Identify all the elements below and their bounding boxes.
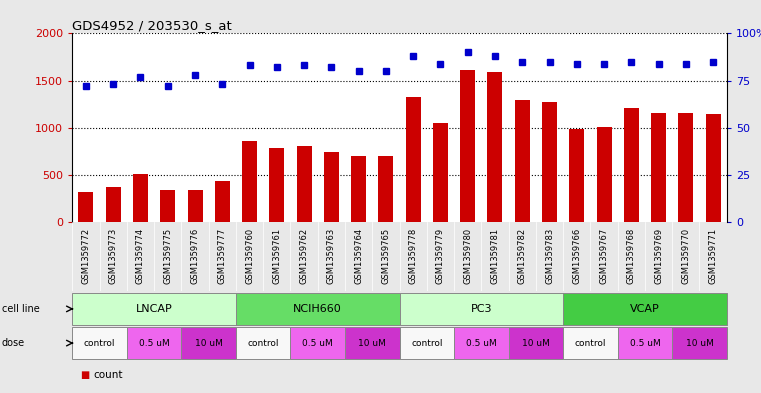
Bar — [324, 152, 339, 222]
Bar — [597, 127, 612, 222]
Text: GSM1359768: GSM1359768 — [627, 228, 635, 284]
Bar — [269, 148, 285, 222]
Bar — [236, 327, 291, 359]
Bar — [651, 113, 666, 222]
Bar — [672, 327, 727, 359]
Text: 10 uM: 10 uM — [522, 339, 549, 347]
Bar — [678, 113, 693, 222]
Bar — [187, 190, 202, 222]
Bar — [161, 189, 175, 222]
Text: GSM1359765: GSM1359765 — [381, 228, 390, 284]
Text: GSM1359769: GSM1359769 — [654, 228, 663, 284]
Bar — [72, 293, 236, 325]
Text: 10 uM: 10 uM — [686, 339, 713, 347]
Text: dose: dose — [2, 338, 24, 348]
Text: PC3: PC3 — [470, 304, 492, 314]
Bar — [569, 129, 584, 222]
Text: GSM1359781: GSM1359781 — [491, 228, 499, 284]
Bar — [406, 97, 421, 222]
Text: GSM1359761: GSM1359761 — [272, 228, 282, 284]
Text: GSM1359778: GSM1359778 — [409, 228, 418, 284]
Text: count: count — [94, 370, 123, 380]
Text: GSM1359764: GSM1359764 — [354, 228, 363, 284]
Bar — [508, 327, 563, 359]
Text: GSM1359783: GSM1359783 — [545, 228, 554, 284]
Text: 10 uM: 10 uM — [195, 339, 222, 347]
Text: LNCAP: LNCAP — [135, 304, 173, 314]
Text: GSM1359771: GSM1359771 — [708, 228, 718, 284]
Text: control: control — [84, 339, 116, 347]
Text: VCAP: VCAP — [630, 304, 660, 314]
Bar — [236, 293, 400, 325]
Bar — [454, 327, 508, 359]
Text: GSM1359779: GSM1359779 — [436, 228, 445, 284]
Text: GSM1359760: GSM1359760 — [245, 228, 254, 284]
Text: GSM1359770: GSM1359770 — [681, 228, 690, 284]
Text: GSM1359767: GSM1359767 — [600, 228, 609, 284]
Text: GSM1359776: GSM1359776 — [190, 228, 199, 284]
Bar — [78, 192, 94, 222]
Text: 10 uM: 10 uM — [358, 339, 386, 347]
Text: NCIH660: NCIH660 — [293, 304, 342, 314]
Bar — [291, 327, 345, 359]
Bar — [72, 327, 127, 359]
Bar — [618, 327, 672, 359]
Bar — [127, 327, 181, 359]
Bar — [460, 70, 475, 222]
Text: 0.5 uM: 0.5 uM — [139, 339, 170, 347]
Text: GSM1359773: GSM1359773 — [109, 228, 118, 284]
Bar — [624, 108, 638, 222]
Bar — [400, 293, 563, 325]
Text: 0.5 uM: 0.5 uM — [302, 339, 333, 347]
Text: GSM1359772: GSM1359772 — [81, 228, 91, 284]
Bar — [400, 327, 454, 359]
Text: GSM1359763: GSM1359763 — [327, 228, 336, 284]
Bar — [378, 156, 393, 222]
Bar — [563, 293, 727, 325]
Bar — [705, 114, 721, 222]
Bar — [242, 141, 257, 222]
Bar — [563, 327, 618, 359]
Bar — [133, 174, 148, 222]
Text: GSM1359774: GSM1359774 — [136, 228, 145, 284]
Text: ■: ■ — [80, 370, 89, 380]
Bar — [542, 102, 557, 222]
Text: 0.5 uM: 0.5 uM — [629, 339, 661, 347]
Text: control: control — [247, 339, 279, 347]
Bar — [106, 187, 121, 222]
Bar — [488, 72, 502, 222]
Text: GSM1359780: GSM1359780 — [463, 228, 472, 284]
Text: cell line: cell line — [2, 304, 40, 314]
Bar — [351, 156, 366, 222]
Bar — [433, 123, 448, 222]
Text: control: control — [575, 339, 607, 347]
Bar — [181, 327, 236, 359]
Text: GSM1359775: GSM1359775 — [164, 228, 172, 284]
Bar — [297, 146, 311, 222]
Text: GSM1359777: GSM1359777 — [218, 228, 227, 284]
Bar — [345, 327, 400, 359]
Text: control: control — [411, 339, 443, 347]
Text: GSM1359782: GSM1359782 — [517, 228, 527, 284]
Text: GDS4952 / 203530_s_at: GDS4952 / 203530_s_at — [72, 19, 232, 32]
Text: GSM1359762: GSM1359762 — [300, 228, 308, 284]
Text: 0.5 uM: 0.5 uM — [466, 339, 497, 347]
Bar — [514, 100, 530, 222]
Text: GSM1359766: GSM1359766 — [572, 228, 581, 284]
Bar — [215, 182, 230, 222]
